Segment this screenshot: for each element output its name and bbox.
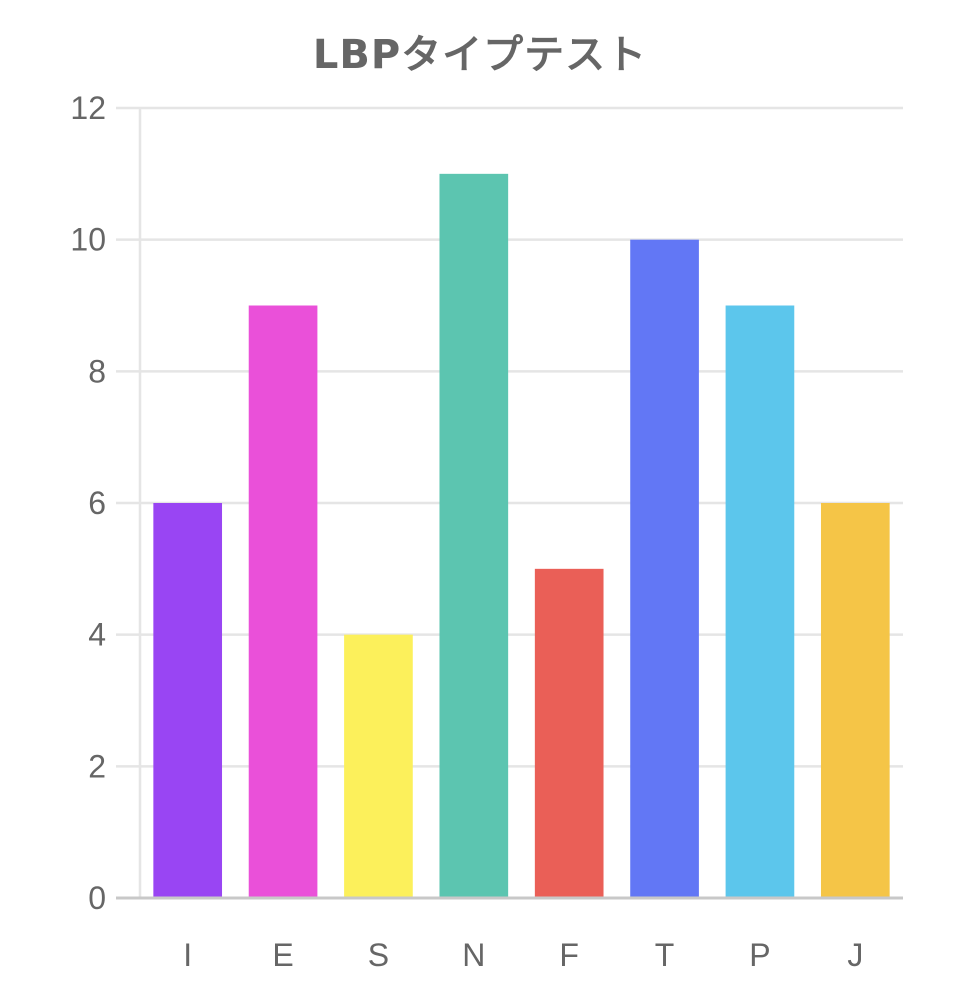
x-tick-label: P <box>749 937 770 973</box>
bars <box>153 173 890 899</box>
chart-title: LBPタイプテスト <box>312 32 648 78</box>
y-tick-label: 4 <box>88 617 106 653</box>
x-tick-label: E <box>272 937 293 973</box>
y-tick-labels: 0 2 4 6 8 10 12 <box>70 90 106 916</box>
y-tick-label: 2 <box>88 748 106 784</box>
x-tick-label: J <box>847 937 863 973</box>
bar-i <box>153 503 223 898</box>
y-tick-label: 6 <box>88 485 106 521</box>
gridlines <box>116 106 903 768</box>
x-tick-label: F <box>559 937 579 973</box>
bar-t <box>630 239 699 898</box>
y-tick-label: 0 <box>88 880 106 916</box>
y-tick-label: 12 <box>70 90 106 126</box>
x-tick-label: T <box>655 937 675 973</box>
bar-s <box>344 634 413 898</box>
bar-e <box>248 305 318 898</box>
y-tick-label: 8 <box>88 353 106 389</box>
x-tick-label: S <box>368 937 389 973</box>
axes <box>116 108 903 900</box>
bar-j <box>820 503 890 898</box>
x-tick-label: N <box>462 937 485 973</box>
y-tick-label: 10 <box>70 222 106 258</box>
bar-n <box>439 173 509 899</box>
bar-f <box>534 568 604 898</box>
bar-p <box>725 305 795 898</box>
x-tick-label: I <box>183 937 192 973</box>
